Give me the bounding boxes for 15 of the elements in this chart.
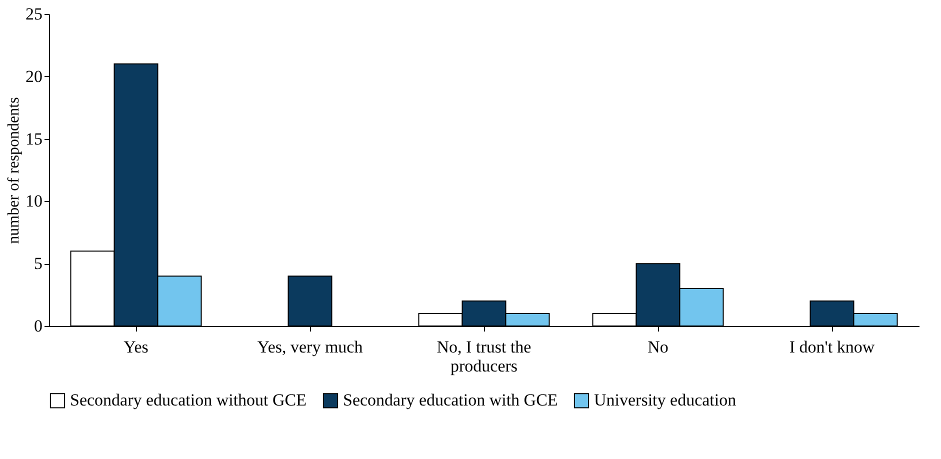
x-tick-label: Yes, very much (257, 338, 364, 356)
y-tick-label: 5 (34, 254, 42, 274)
x-tick-label: I don't know (789, 338, 876, 356)
y-tick-label: 20 (26, 66, 42, 86)
legend-label: Secondary education without GCE (70, 390, 307, 410)
x-tick-label: Yes (124, 338, 148, 356)
y-axis-title: number of respondents (6, 97, 22, 244)
y-tick-label: 10 (26, 192, 42, 211)
legend-label: University education (594, 390, 737, 410)
x-tick-label: No (648, 338, 668, 356)
y-tick-label: 0 (34, 316, 42, 336)
legend-label: Secondary education with GCE (343, 390, 558, 410)
y-tick-label: 25 (26, 4, 42, 24)
y-tick-label: 15 (26, 129, 42, 148)
x-tick-label: No, I trust the producers (436, 338, 532, 376)
